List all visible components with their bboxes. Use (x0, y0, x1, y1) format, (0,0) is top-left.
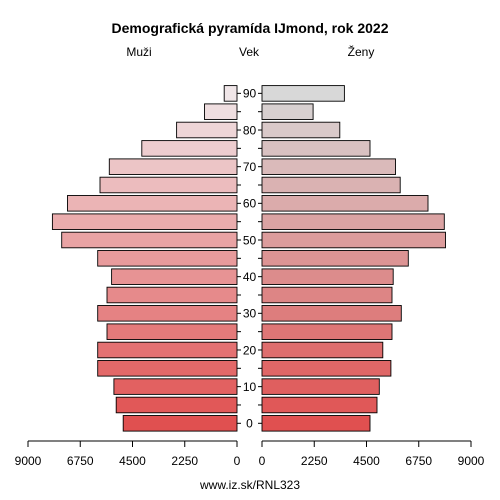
age-header: Vek (239, 45, 260, 59)
male-bar-10-14 (113, 378, 238, 395)
male-bar-80-84 (176, 121, 238, 139)
male-bar-50-54 (61, 231, 238, 249)
age-tick-label: 70 (243, 160, 257, 174)
female-bar-25-29 (261, 323, 393, 340)
female-bar-70-74 (261, 158, 396, 175)
female-bar-15-19 (261, 360, 392, 377)
male-header: Muži (126, 45, 151, 59)
female-bar-45-49 (261, 250, 409, 267)
male-bar-65-69 (99, 176, 238, 194)
male-x-tick-label: 2250 (171, 454, 198, 468)
male-x-tick-label: 4500 (119, 454, 146, 468)
age-tick-label: 80 (243, 123, 257, 137)
age-tick-label: 50 (243, 233, 257, 247)
female-x-tick-label: 4500 (353, 454, 380, 468)
female-bar-20-24 (261, 341, 384, 359)
male-bar-75-79 (141, 140, 238, 157)
male-bar-40-44 (111, 268, 238, 285)
source-label: www.iz.sk/RNL323 (199, 478, 300, 492)
male-bar-35-39 (106, 286, 238, 304)
chart-title: Demografická pyramída IJmond, rok 2022 (112, 20, 389, 36)
male-x-tick-label: 0 (234, 454, 241, 468)
female-bar-75-79 (261, 140, 371, 157)
female-x-tick-label: 0 (259, 454, 266, 468)
male-bar-60-64 (67, 195, 238, 212)
female-bar-55-59 (261, 213, 445, 230)
male-bar-55-59 (51, 213, 238, 230)
female-x-tick-label: 9000 (458, 454, 485, 468)
male-bar-70-74 (108, 158, 238, 175)
female-bar-50-54 (261, 231, 446, 249)
male-bar-90+ (223, 85, 238, 102)
age-tick-label: 60 (243, 197, 257, 211)
male-bar-45-49 (97, 250, 238, 267)
female-bar-85-89 (261, 103, 314, 120)
male-x-tick-label: 6750 (67, 454, 94, 468)
male-bar-5-9 (115, 396, 238, 414)
male-bar-15-19 (97, 360, 238, 377)
female-bar-60-64 (261, 195, 429, 212)
age-tick-label: 90 (243, 87, 257, 101)
age-tick-label: 30 (243, 307, 257, 321)
female-bar-80-84 (261, 121, 341, 139)
female-header: Ženy (348, 44, 375, 59)
male-bar-25-29 (106, 323, 238, 340)
female-bar-65-69 (261, 176, 401, 194)
age-tick-label: 40 (243, 270, 257, 284)
female-bar-10-14 (261, 378, 380, 395)
female-x-tick-label: 2250 (301, 454, 328, 468)
age-tick-label: 10 (243, 380, 257, 394)
female-x-tick-label: 6750 (405, 454, 432, 468)
female-bar-0-4 (261, 415, 371, 432)
female-bar-5-9 (261, 396, 378, 414)
male-x-tick-label: 9000 (15, 454, 42, 468)
female-bar-35-39 (261, 286, 393, 304)
male-bar-0-4 (122, 415, 238, 432)
age-tick-label: 20 (243, 343, 257, 357)
male-bar-30-34 (97, 305, 238, 322)
male-bar-85-89 (204, 103, 238, 120)
female-bar-90+ (261, 85, 345, 102)
male-bar-20-24 (97, 341, 238, 359)
axes-group: 0 10 20 30 40 50 60 70 80 90 9000 6750 4500 2250 0 0 225… (15, 87, 485, 468)
female-bar-30-34 (261, 305, 402, 322)
age-tick-label: 0 (246, 417, 253, 431)
female-bar-40-44 (261, 268, 394, 285)
